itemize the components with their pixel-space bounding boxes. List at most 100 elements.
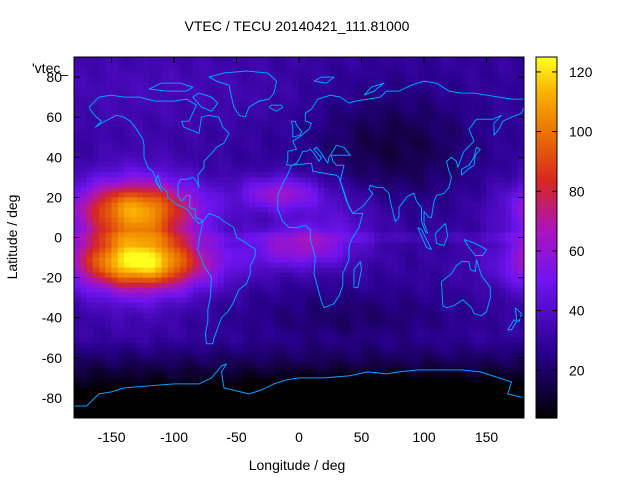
heat-cell (174, 307, 181, 314)
heat-cell (355, 262, 362, 269)
heat-cell (449, 197, 456, 203)
heat-cell (374, 242, 381, 249)
heat-cell (230, 327, 237, 334)
heat-cell (330, 222, 337, 228)
heat-cell (336, 187, 344, 193)
heat-cell (511, 67, 519, 73)
heat-cell (105, 247, 112, 254)
heat-cell (480, 62, 487, 68)
heat-cell (505, 187, 512, 193)
heat-cell (105, 237, 112, 244)
heat-cell (80, 192, 87, 198)
heat-cell (311, 292, 319, 299)
heat-cell (136, 282, 144, 289)
heat-cell (342, 247, 350, 254)
heat-cell (142, 162, 150, 168)
heat-cell (205, 172, 212, 178)
heat-cell (211, 262, 219, 269)
heat-cell (174, 62, 181, 68)
heat-cell (386, 202, 394, 208)
heat-cell (286, 152, 294, 158)
heat-cell (417, 77, 425, 83)
heat-cell (242, 157, 250, 163)
heat-cell (517, 242, 525, 249)
heat-cell (136, 212, 144, 218)
heat-cell (436, 142, 444, 148)
heat-cell (405, 312, 412, 319)
heat-cell (317, 172, 325, 178)
heat-cell (436, 202, 444, 208)
heat-cell (267, 92, 275, 98)
heat-cell (192, 307, 200, 314)
heat-cell (311, 162, 319, 168)
heat-cell (367, 62, 375, 68)
heat-cell (286, 342, 294, 349)
heat-cell (405, 57, 412, 63)
heat-cell (192, 312, 200, 319)
heat-cell (474, 172, 481, 178)
heat-cell (117, 177, 125, 183)
heat-cell (86, 367, 94, 374)
heat-cell (261, 152, 269, 158)
heat-cell (299, 77, 306, 83)
heat-cell (430, 167, 437, 173)
heat-cell (517, 87, 525, 93)
heat-cell (92, 402, 100, 409)
heat-cell (324, 92, 331, 98)
heat-cell (442, 392, 450, 399)
heat-cell (436, 302, 444, 309)
heat-cell (499, 202, 506, 208)
heat-cell (386, 132, 394, 138)
heat-cell (399, 392, 406, 399)
heat-cell (330, 137, 337, 143)
heat-cell (399, 277, 406, 284)
heat-cell (230, 367, 237, 374)
heat-cell (211, 217, 219, 223)
heat-cell (380, 277, 387, 284)
heat-cell (299, 382, 306, 389)
heat-cell (411, 187, 419, 193)
heat-cell (380, 147, 387, 153)
heat-cell (274, 227, 281, 233)
heat-cell (405, 392, 412, 399)
heat-cell (249, 357, 256, 364)
heat-cell (136, 112, 144, 118)
heat-cell (386, 277, 394, 284)
heat-cell (361, 72, 369, 78)
heat-cell (455, 287, 462, 294)
heat-cell (174, 362, 181, 369)
heat-cell (480, 287, 487, 294)
heat-cell (161, 392, 169, 399)
heat-cell (449, 147, 456, 153)
heat-cell (167, 142, 175, 148)
heat-cell (124, 392, 131, 399)
heat-cell (317, 227, 325, 233)
heat-cell (505, 357, 512, 364)
heat-cell (211, 57, 219, 63)
heat-cell (74, 317, 81, 324)
heat-cell (211, 322, 219, 329)
heat-cell (217, 67, 225, 73)
heat-cell (136, 247, 144, 254)
heat-cell (142, 207, 150, 213)
heat-cell (267, 197, 275, 203)
heat-cell (124, 387, 131, 394)
heat-cell (180, 167, 187, 173)
heat-cell (461, 247, 469, 254)
heat-cell (236, 62, 244, 68)
heat-cell (386, 282, 394, 289)
heat-cell (380, 97, 387, 103)
heat-cell (236, 152, 244, 158)
heat-cell (480, 157, 487, 163)
heat-cell (417, 152, 425, 158)
heat-cell (380, 177, 387, 183)
heat-cell (417, 307, 425, 314)
heat-cell (330, 307, 337, 314)
heat-cell (199, 337, 206, 344)
heat-cell (86, 207, 94, 213)
heat-cell (374, 72, 381, 78)
heat-cell (324, 112, 331, 118)
heat-cell (267, 347, 275, 354)
heat-cell (199, 97, 206, 103)
heat-cell (74, 377, 81, 384)
